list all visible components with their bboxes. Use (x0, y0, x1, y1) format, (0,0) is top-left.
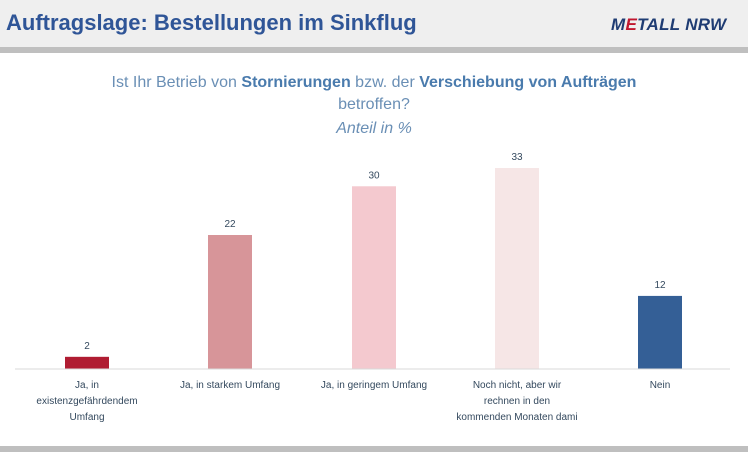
value-label-5: 12 (654, 280, 666, 291)
question-highlight-2: Verschiebung von Aufträgen (419, 74, 637, 91)
category-label-line: Ja, in starkem Umfang (180, 380, 280, 391)
category-label-line: Noch nicht, aber wir (473, 380, 562, 391)
bar-1 (65, 356, 109, 369)
category-label-line: rechnen in den (484, 396, 550, 407)
category-label-4: Noch nicht, aber wir rechnen in den kommen… (456, 380, 577, 423)
category-label-line: Umfang (69, 412, 104, 423)
question-text-1: Ist Ihr Betrieb von (111, 74, 242, 91)
logo-text-end: TALL NRW (637, 15, 727, 34)
logo-text-accent: E (625, 15, 638, 34)
category-label-line: kommenden Monaten dami (456, 412, 577, 423)
bar-4 (495, 168, 539, 369)
value-label-4: 33 (511, 152, 523, 163)
footer-divider (0, 446, 748, 452)
value-label-2: 22 (224, 219, 236, 230)
value-label-1: 2 (84, 341, 90, 352)
header-divider (0, 47, 748, 53)
value-label-3: 30 (368, 170, 380, 181)
bar-3 (352, 186, 396, 369)
category-label-line: Ja, in (75, 380, 99, 391)
bar-5 (638, 295, 682, 369)
header-bar (0, 0, 748, 47)
category-label-5: Nein (650, 380, 671, 391)
page-title: Auftragslage: Bestellungen im Sinkflug (6, 10, 417, 35)
question-highlight-1: Stornierungen (241, 74, 351, 91)
question-text-2: bzw. der (350, 74, 420, 91)
chart-question-line-1: Ist Ihr Betrieb von Stornierungen bzw. d… (40, 72, 708, 94)
category-label-line: Ja, in geringem Umfang (321, 380, 427, 391)
logo-text-start: M (611, 15, 626, 34)
category-label-2: Ja, in starkem Umfang (180, 380, 280, 391)
category-label-3: Ja, in geringem Umfang (321, 380, 427, 391)
category-label-1: Ja, in existenzgefährdendem Umfang (36, 380, 137, 423)
bar-2 (208, 235, 252, 369)
chart-subtitle: Anteil in % (336, 120, 412, 137)
category-label-line: Nein (650, 380, 671, 391)
metall-nrw-logo: METALL NRW (611, 15, 726, 35)
category-label-line: existenzgefährdendem (36, 396, 137, 407)
chart-question-line-2: betroffen? (338, 96, 410, 113)
